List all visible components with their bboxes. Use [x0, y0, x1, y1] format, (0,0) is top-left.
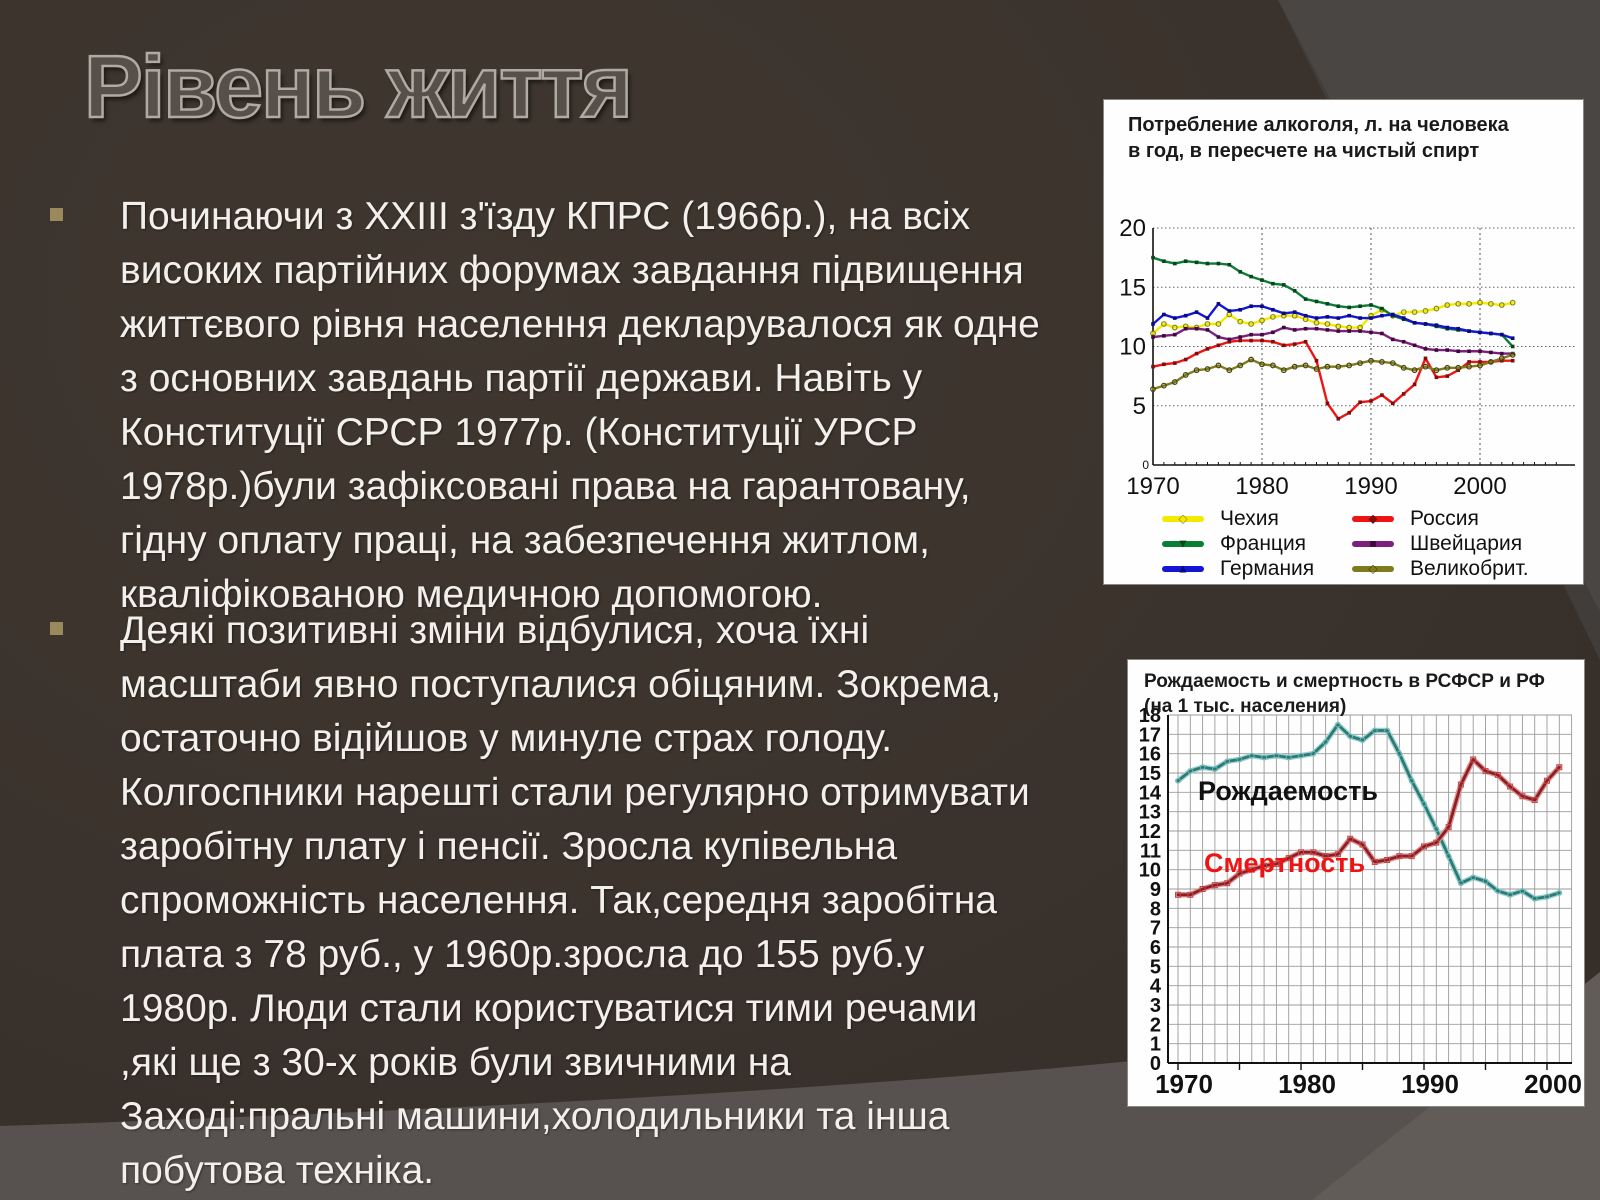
legend-label: Швейцария [1410, 531, 1523, 555]
text-line: остаточно відійшов у минуле страх голоду… [120, 717, 893, 760]
legend-swatch: ◇ [1162, 512, 1204, 524]
bullet-square-icon [50, 622, 63, 635]
svg-text:5: 5 [1150, 956, 1161, 978]
svg-text:1970: 1970 [1155, 1069, 1213, 1099]
legend-item: ■ Швейцария [1352, 531, 1529, 556]
chart-title-line: Потребление алкоголя, л. на человека [1128, 114, 1509, 136]
chart-title-line: (на 1 тыс. населения) [1144, 695, 1347, 717]
svg-text:1: 1 [1150, 1034, 1161, 1056]
svg-text:3: 3 [1150, 995, 1161, 1017]
text-line: життєвого рівня населення декларувалося … [120, 303, 1040, 346]
svg-text:13: 13 [1139, 802, 1161, 824]
text-line: Починаючи з XXIII з'їзду КПРС (1966р.), … [120, 195, 971, 238]
legend-label: Чехия [1220, 506, 1279, 530]
text-line: побутова техніка. [120, 1149, 435, 1192]
svg-text:2000: 2000 [1453, 473, 1506, 500]
chart-title: Рождаемость и смертность в РСФСР и РФ (н… [1144, 670, 1545, 719]
legend-item: ▼ Франция [1162, 531, 1352, 556]
svg-text:1980: 1980 [1278, 1069, 1336, 1099]
svg-text:2000: 2000 [1524, 1069, 1582, 1099]
page-title: Рівень життя [83, 36, 634, 138]
chart-legend: ◇ Чехия ▼ Франция ▲ Германия ◆ Россия ■ Швейц… [1162, 506, 1529, 581]
svg-text:6: 6 [1150, 937, 1161, 959]
birth-death-rate-chart: Рождаемость и смертность в РСФСР и РФ (н… [1128, 660, 1584, 1106]
legend-label: Германия [1220, 556, 1315, 580]
svg-text:5: 5 [1133, 393, 1146, 420]
svg-text:2: 2 [1150, 1014, 1161, 1036]
svg-text:8: 8 [1150, 898, 1161, 920]
bullet-1-text: Починаючи з XXIII з'їзду КПРС (1966р.), … [120, 190, 1040, 622]
bullet-item-1: Починаючи з XXIII з'їзду КПРС (1966р.), … [50, 190, 1040, 622]
svg-text:17: 17 [1139, 724, 1161, 746]
svg-text:20: 20 [1119, 215, 1146, 242]
text-line: високих партійних форумах завдання підви… [120, 249, 1024, 292]
text-line: гідну оплату праці, на забезпечення житл… [120, 519, 930, 562]
chart-title-line: Рождаемость и смертность в РСФСР и РФ [1144, 671, 1545, 692]
svg-text:Смертность: Смертность [1204, 848, 1365, 878]
svg-text:1970: 1970 [1126, 473, 1179, 500]
text-line: Конституції СРСР 1977р. (Конституції УРС… [120, 411, 918, 454]
series-marker-icon: ▼ [1177, 536, 1189, 551]
series-marker-icon: ◇ [1368, 561, 1378, 576]
text-line: Заході:пральні машини,холодильники та ін… [120, 1095, 950, 1138]
legend-label: Великобрит. [1410, 556, 1529, 580]
bullet-square-icon [50, 208, 63, 221]
text-line: заробітну плату і пенсії. Зросла купівел… [120, 825, 898, 868]
series-marker-icon: ◇ [1178, 511, 1188, 526]
svg-text:1980: 1980 [1235, 473, 1288, 500]
bullet-item-2: Деякі позитивні зміни відбулися, хоча їх… [50, 604, 1030, 1198]
legend-swatch: ◇ [1352, 562, 1394, 574]
text-line: з основних завдань партії держави. Навіт… [120, 357, 923, 400]
svg-text:11: 11 [1140, 840, 1161, 862]
series-marker-icon: ■ [1369, 536, 1377, 551]
series-marker-icon: ◆ [1368, 511, 1378, 526]
svg-text:0: 0 [1142, 458, 1149, 472]
svg-text:Рождаемость: Рождаемость [1198, 776, 1378, 806]
svg-text:15: 15 [1139, 763, 1161, 785]
svg-text:10: 10 [1139, 860, 1161, 882]
svg-text:12: 12 [1139, 821, 1161, 843]
text-line: плата з 78 руб., у 1960р.зросла до 155 р… [120, 933, 925, 976]
legend-item: ◆ Россия [1352, 506, 1529, 531]
series-marker-icon: ▲ [1177, 561, 1189, 576]
legend-label: Франция [1220, 531, 1307, 555]
chart-title: Потребление алкоголя, л. на человека в г… [1128, 112, 1509, 164]
text-line: спроможність населення. Так,середня заро… [120, 879, 997, 922]
bullet-2-text: Деякі позитивні зміни відбулися, хоча їх… [120, 604, 1030, 1198]
svg-text:9: 9 [1150, 879, 1161, 901]
svg-text:15: 15 [1119, 274, 1146, 301]
svg-text:1990: 1990 [1401, 1069, 1459, 1099]
chart-title-line: в год, в пересчете на чистый спирт [1128, 140, 1480, 162]
legend-swatch: ▲ [1162, 562, 1204, 574]
text-line: 1980р. Люди стали користуватися тими реч… [120, 987, 978, 1030]
legend-swatch: ▼ [1162, 537, 1204, 549]
svg-text:7: 7 [1150, 918, 1161, 940]
svg-text:18: 18 [1139, 705, 1161, 727]
legend-item: ◇ Великобрит. [1352, 556, 1529, 581]
text-line: Колгоспники нарешті стали регулярно отри… [120, 771, 1030, 814]
text-line: Деякі позитивні зміни відбулися, хоча їх… [120, 609, 870, 652]
alcohol-consumption-chart: Потребление алкоголя, л. на человека в г… [1104, 100, 1583, 584]
svg-text:1990: 1990 [1344, 473, 1397, 500]
legend-swatch: ■ [1352, 537, 1394, 549]
svg-text:14: 14 [1139, 782, 1162, 804]
text-line: кваліфікованою медичною допомогою. [120, 573, 823, 616]
legend-item: ◇ Чехия [1162, 506, 1352, 531]
svg-text:4: 4 [1150, 976, 1162, 998]
text-line: ,які ще з 30-х років були звичними на [120, 1041, 791, 1084]
legend-item: ▲ Германия [1162, 556, 1352, 581]
legend-label: Россия [1410, 506, 1479, 530]
legend-swatch: ◆ [1352, 512, 1394, 524]
text-line: масштаби явно поступалися обіцяним. Зокр… [120, 663, 1002, 706]
text-line: 1978р.)були зафіксовані права на гаранто… [120, 465, 971, 508]
svg-text:10: 10 [1119, 334, 1146, 361]
svg-text:16: 16 [1139, 744, 1161, 766]
